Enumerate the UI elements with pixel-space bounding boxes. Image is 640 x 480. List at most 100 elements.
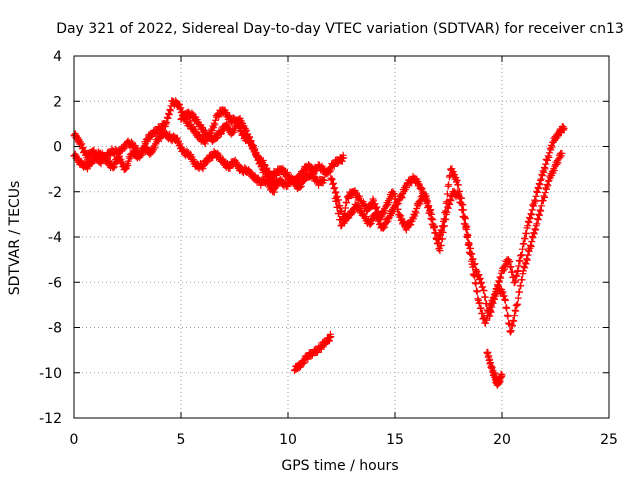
y-tick-label: 0 (53, 140, 62, 156)
chart-title: Day 321 of 2022, Sidereal Day-to-day VTE… (56, 21, 624, 37)
data-point-trace-a (211, 121, 219, 129)
data-point-trace-e (469, 263, 477, 271)
data-point-trace-d (445, 181, 453, 189)
data-point-trace-e (553, 160, 561, 168)
data-point-trace-e (532, 222, 540, 230)
y-tick-label: -12 (39, 411, 62, 427)
data-point-trace-e (422, 196, 430, 204)
data-point-trace-a (167, 107, 174, 115)
data-point-trace-c (264, 168, 272, 176)
data-point-trace-e (539, 197, 547, 205)
data-point-trace-a (165, 111, 173, 119)
data-point-trace-e (466, 249, 474, 257)
data-point-trace-f (327, 333, 335, 341)
data-point-trace-b (92, 155, 100, 163)
data-point-trace-e (472, 280, 480, 288)
y-tick-label: 2 (53, 94, 62, 110)
data-point-trace-e (512, 302, 520, 310)
data-point-trace-d (532, 192, 540, 200)
data-point-trace-e (550, 167, 558, 174)
data-point-trace-a (117, 148, 125, 156)
data-point-trace-g (498, 371, 506, 379)
data-point-trace-d (511, 278, 519, 286)
data-point-trace-d (481, 293, 489, 301)
data-point-trace-e (508, 321, 516, 329)
data-point-trace-d (373, 203, 381, 211)
data-point-trace-d (537, 176, 544, 184)
data-point-trace-e (433, 234, 441, 242)
x-tick-label: 25 (600, 432, 618, 448)
data-point-trace-d (540, 168, 548, 176)
data-point-trace-e (509, 317, 517, 324)
data-point-trace-e (440, 222, 448, 230)
data-point-trace-e (478, 309, 486, 317)
data-point-trace-e (419, 188, 427, 196)
data-point-trace-d (544, 152, 552, 160)
data-point-trace-e (381, 223, 389, 231)
data-point-trace-e (501, 296, 509, 304)
data-point-trace-d (531, 196, 539, 204)
y-tick-label: -6 (48, 275, 62, 291)
data-point-trace-b (110, 163, 118, 171)
data-point-trace-e (514, 300, 522, 308)
data-point-trace-d (390, 190, 398, 198)
data-point-trace-e (468, 260, 476, 268)
data-point-trace-e (541, 189, 549, 197)
data-points (70, 97, 568, 389)
data-point-trace-e (349, 209, 357, 217)
data-point-trace-b (136, 152, 144, 160)
data-point-trace-b (137, 151, 145, 159)
axis-ticks (73, 55, 610, 419)
data-point-trace-b (118, 158, 126, 166)
data-point-trace-b (199, 165, 207, 173)
data-point-trace-d (454, 181, 462, 189)
data-point-trace-e (335, 196, 342, 204)
data-point-trace-e (458, 206, 466, 214)
tick-labels: 0 5 10 15 20 25 -12 -10 -8 -6 -4 -2 0 2 4 (39, 49, 618, 448)
data-point-trace-b (155, 137, 163, 145)
data-point-trace-b (109, 164, 117, 172)
grid (74, 56, 609, 418)
data-point-trace-e (462, 226, 470, 233)
data-point-trace-d (553, 133, 561, 141)
data-point-trace-e (518, 276, 526, 284)
data-point-trace-e (379, 224, 387, 232)
data-point-trace-a (120, 145, 128, 152)
data-point-trace-e (428, 214, 436, 222)
data-point-trace-e (426, 209, 434, 217)
data-point-trace-c (217, 130, 225, 138)
data-point-trace-e (510, 312, 518, 320)
data-point-trace-e (537, 207, 545, 215)
data-point-trace-d (535, 185, 543, 193)
data-point-trace-e (393, 201, 401, 209)
x-tick-label: 5 (177, 432, 186, 448)
data-point-trace-e (554, 159, 562, 167)
data-point-trace-a (340, 154, 348, 162)
data-point-trace-c (251, 145, 259, 153)
data-point-trace-e (471, 272, 479, 280)
data-point-trace-d (528, 211, 535, 219)
data-point-trace-d (541, 165, 549, 173)
y-tick-label: -4 (48, 230, 62, 246)
y-axis-title: SDTVAR / TECUs (7, 181, 23, 296)
data-point-trace-d (521, 235, 529, 243)
data-point-trace-c (212, 134, 220, 142)
data-point-trace-e (476, 299, 484, 307)
data-point-trace-e (516, 288, 523, 296)
data-point-trace-e (455, 192, 463, 200)
data-point-trace-e (528, 238, 536, 245)
x-axis-title: GPS time / hours (281, 458, 398, 474)
y-tick-label: -8 (48, 321, 62, 337)
data-point-trace-e (439, 229, 447, 236)
y-tick-label: 4 (53, 49, 62, 65)
data-point-trace-c (188, 109, 196, 117)
data-point-trace-e (507, 328, 515, 336)
data-point-trace-a (118, 146, 126, 154)
data-point-trace-d (548, 143, 556, 151)
data-point-trace-d (515, 257, 523, 264)
data-point-trace-d (533, 188, 541, 196)
data-point-trace-e (436, 247, 444, 255)
data-point-trace-e (500, 292, 508, 300)
data-point-trace-e (510, 317, 518, 325)
